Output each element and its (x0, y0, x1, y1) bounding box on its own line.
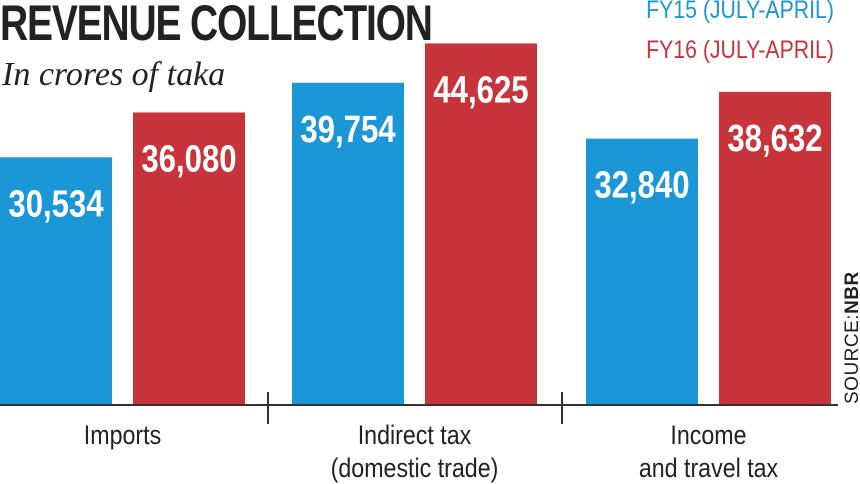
bar-value-label: 44,625 (433, 70, 528, 112)
category-label: and travel tax (639, 453, 779, 483)
category-label: (domestic trade) (331, 453, 499, 483)
bar-value-label: 30,534 (8, 183, 104, 225)
bar-fy15-0 (0, 157, 112, 404)
bar-fy16-0 (133, 112, 245, 404)
source-name: NBR (842, 271, 860, 314)
chart-subtitle: In crores of taka (2, 56, 226, 93)
bar-value-label: 38,632 (727, 118, 822, 160)
category-label: Income (670, 420, 746, 450)
bar-value-label: 32,840 (594, 165, 689, 207)
bar-fy16-1 (425, 43, 537, 405)
legend-fy15: FY15 (JULY-APRIL) (646, 0, 834, 24)
bar-value-label: 39,754 (300, 109, 396, 151)
category-label: Imports (84, 420, 161, 450)
bar-fy16-2 (719, 91, 831, 404)
source-credit: SOURCE:NBR (842, 271, 860, 404)
bar-fy15-2 (586, 138, 698, 404)
bar-value-label: 36,080 (141, 139, 236, 181)
chart-title: REVENUE COLLECTION (0, 0, 433, 51)
source-prefix: SOURCE: (842, 313, 860, 404)
bar-fy15-1 (292, 82, 404, 404)
category-label: Indirect tax (358, 420, 472, 450)
legend-fy16: FY16 (JULY-APRIL) (646, 36, 834, 64)
